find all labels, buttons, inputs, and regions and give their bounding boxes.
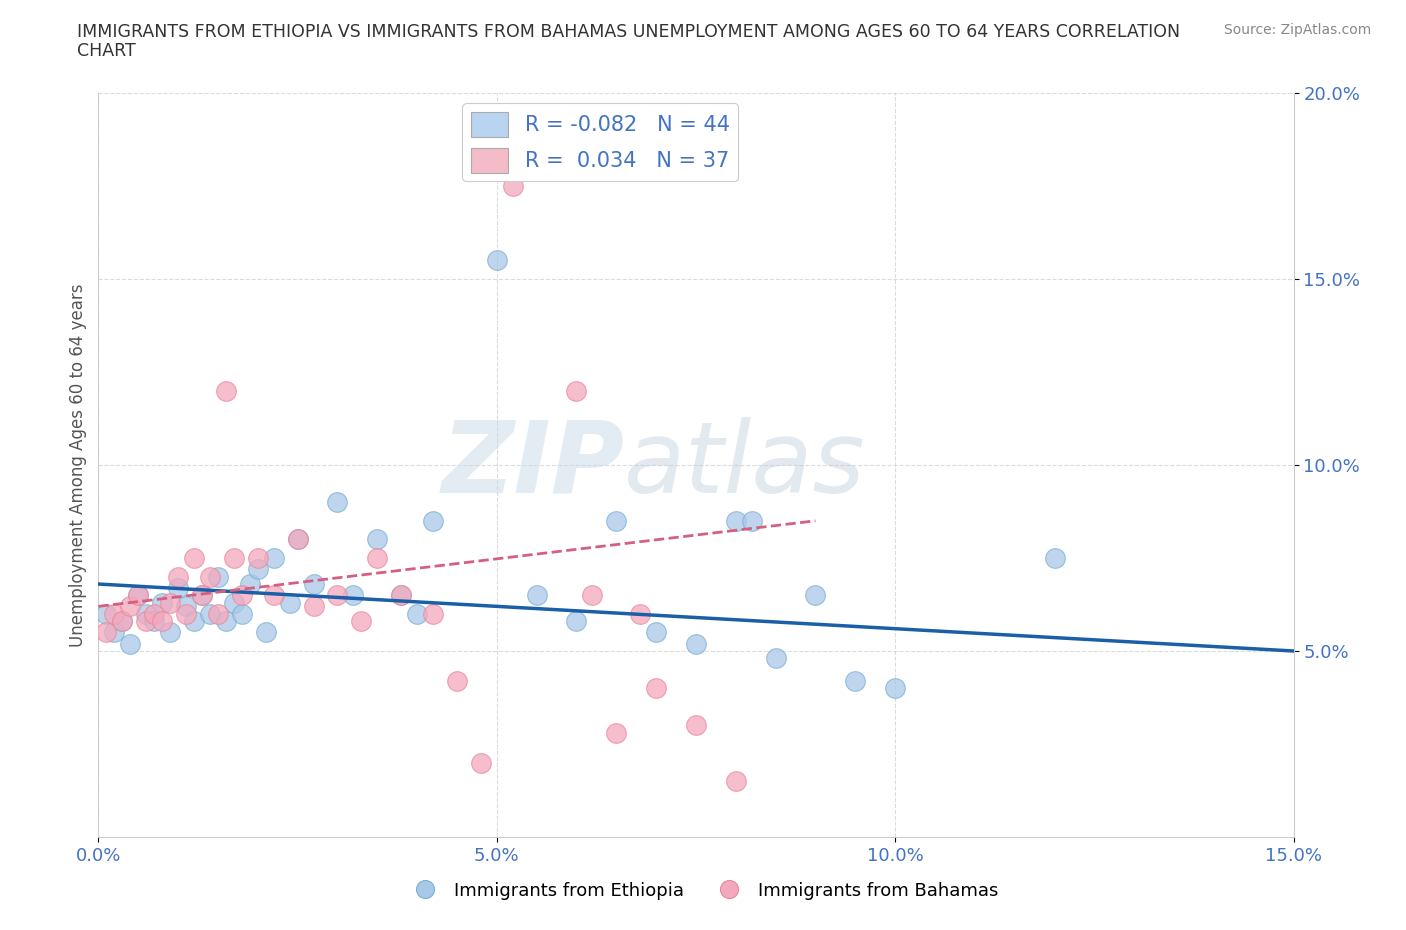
Legend: R = -0.082   N = 44, R =  0.034   N = 37: R = -0.082 N = 44, R = 0.034 N = 37 [463,103,738,181]
Point [502,179,524,193]
Point [111,614,134,629]
Point [127,588,149,603]
Point [159,625,181,640]
Point [191,588,214,603]
Point [198,569,221,584]
Point [231,588,253,603]
Point [581,588,603,603]
Point [135,606,157,621]
Point [222,595,245,610]
Point [191,588,214,603]
Text: IMMIGRANTS FROM ETHIOPIA VS IMMIGRANTS FROM BAHAMAS UNEMPLOYMENT AMONG AGES 60 T: IMMIGRANTS FROM ETHIOPIA VS IMMIGRANTS F… [77,23,1181,41]
Point [685,636,707,651]
Point [254,625,277,640]
Point [724,774,747,789]
Point [143,606,166,621]
Point [246,562,269,577]
Text: Source: ZipAtlas.com: Source: ZipAtlas.com [1223,23,1371,37]
Point [765,651,787,666]
Point [159,595,181,610]
Point [239,577,262,591]
Point [302,599,325,614]
Point [605,513,627,528]
Point [174,599,197,614]
Point [135,614,157,629]
Point [302,577,325,591]
Point [120,636,142,651]
Point [103,606,125,621]
Point [103,625,125,640]
Point [231,606,253,621]
Point [422,513,444,528]
Point [278,595,301,610]
Point [207,569,229,584]
Point [150,595,173,610]
Point [406,606,429,621]
Point [565,614,588,629]
Point [645,625,668,640]
Point [183,551,205,565]
Point [389,588,412,603]
Point [215,383,238,398]
Point [446,673,468,688]
Point [422,606,444,621]
Point [96,625,118,640]
Point [350,614,373,629]
Point [470,755,492,770]
Point [724,513,747,528]
Point [167,569,190,584]
Point [207,606,229,621]
Point [366,551,388,565]
Point [844,673,866,688]
Point [366,532,388,547]
Point [263,588,285,603]
Point [120,599,142,614]
Point [1043,551,1066,565]
Point [198,606,221,621]
Point [127,588,149,603]
Point [174,606,197,621]
Point [884,681,907,696]
Point [342,588,364,603]
Point [143,614,166,629]
Point [565,383,588,398]
Point [526,588,548,603]
Point [389,588,412,603]
Point [287,532,309,547]
Point [645,681,668,696]
Y-axis label: Unemployment Among Ages 60 to 64 years: Unemployment Among Ages 60 to 64 years [69,284,87,646]
Point [222,551,245,565]
Point [111,614,134,629]
Point [741,513,763,528]
Point [150,614,173,629]
Point [605,725,627,740]
Point [287,532,309,547]
Legend: Immigrants from Ethiopia, Immigrants from Bahamas: Immigrants from Ethiopia, Immigrants fro… [401,874,1005,907]
Point [167,580,190,595]
Point [96,606,118,621]
Point [215,614,238,629]
Point [485,253,508,268]
Point [685,718,707,733]
Text: CHART: CHART [77,42,136,60]
Text: atlas: atlas [624,417,866,513]
Point [326,495,349,510]
Point [628,606,651,621]
Point [326,588,349,603]
Text: ZIP: ZIP [441,417,624,513]
Point [263,551,285,565]
Point [804,588,827,603]
Point [183,614,205,629]
Point [246,551,269,565]
